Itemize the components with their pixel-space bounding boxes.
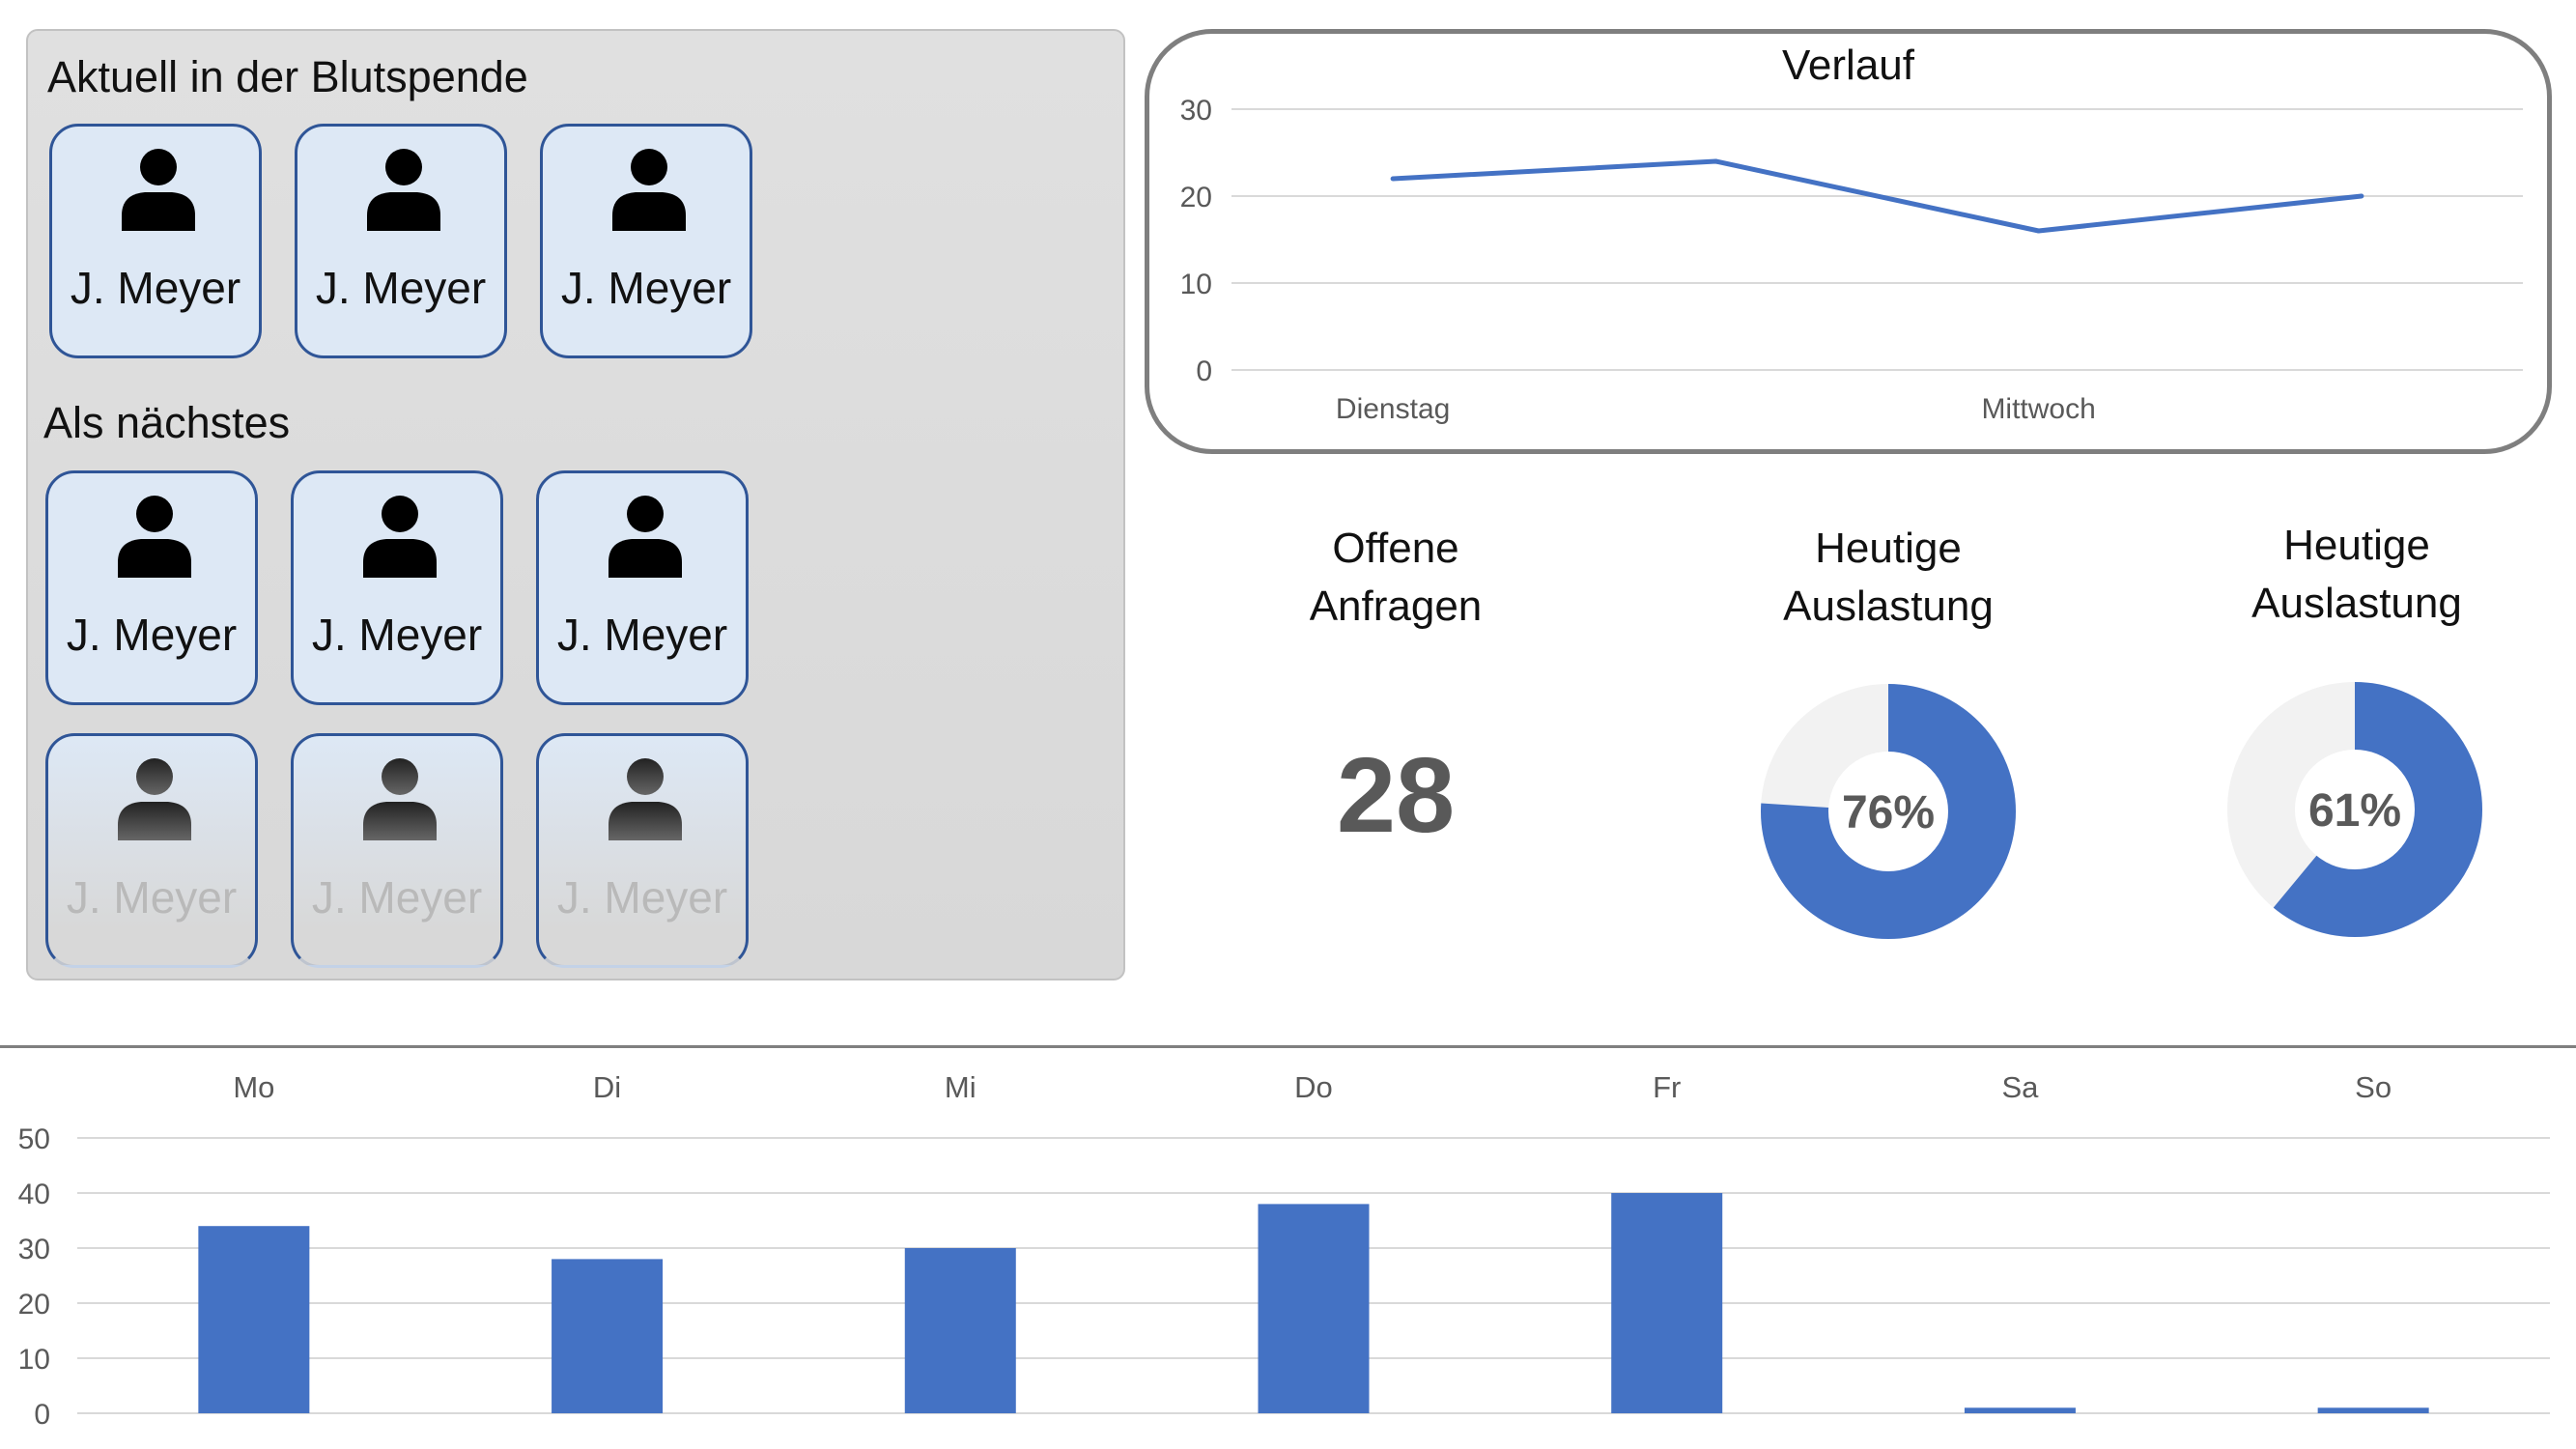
trend-x-tick-label: Dienstag — [1336, 393, 1450, 425]
utilization-donut-1: 76% — [1761, 684, 2016, 939]
donut-value-arc — [2227, 682, 2482, 937]
bar-so — [2317, 1407, 2429, 1413]
next-section-title: Als nächstes — [43, 398, 291, 447]
bar-category-label: Di — [593, 1070, 621, 1104]
bar-do — [1258, 1204, 1370, 1413]
person-icon — [122, 149, 195, 231]
bar-sa — [1964, 1407, 2076, 1413]
bar-category-label: Fr — [1653, 1070, 1681, 1104]
donor-queue-panel: Aktuell in der Blutspende J. Meyer J. Me… — [26, 29, 1125, 980]
current-section-title: Aktuell in der Blutspende — [47, 52, 528, 101]
donor-card[interactable]: J. Meyer — [295, 124, 507, 358]
bar-category-label: Mi — [945, 1070, 977, 1104]
trend-y-tick-label: 20 — [1180, 182, 1212, 213]
bar-mo — [198, 1226, 310, 1413]
donut-value-arc — [1761, 684, 2016, 939]
trend-point — [1390, 176, 1396, 182]
bar-di — [552, 1259, 664, 1413]
bar-y-tick-label: 40 — [18, 1179, 50, 1210]
donor-card[interactable]: J. Meyer — [291, 470, 503, 705]
open-requests-value: 28 — [1336, 736, 1456, 855]
weekly-bar-chart: 0 10 20 30 40 50 Mo Di Mi Do Fr Sa So — [18, 1070, 2550, 1431]
person-icon — [609, 496, 682, 578]
trend-y-tick-label: 10 — [1180, 269, 1212, 300]
trend-chart-panel: Verlauf 0 10 20 30 Dienstag Mittwoch — [1145, 29, 2552, 454]
bar-mi — [904, 1248, 1016, 1413]
person-icon — [363, 758, 437, 840]
trend-line-chart: 0 10 20 30 Dienstag Mittwoch — [1180, 95, 2523, 425]
person-icon — [609, 758, 682, 840]
bar-y-tick-label: 30 — [18, 1234, 50, 1265]
person-icon — [118, 758, 191, 840]
donor-name: J. Meyer — [66, 610, 238, 660]
person-icon — [118, 496, 191, 578]
section-divider — [0, 1045, 2576, 1048]
bar-category-label: Sa — [2001, 1070, 2039, 1104]
donor-card-later[interactable]: J. Meyer — [536, 733, 749, 968]
trend-series-line — [1392, 158, 2363, 234]
trend-y-tick-label: 0 — [1196, 355, 1212, 387]
donor-name: J. Meyer — [315, 263, 487, 313]
donor-name: J. Meyer — [560, 263, 732, 313]
donor-card[interactable]: J. Meyer — [536, 470, 749, 705]
donor-name: J. Meyer — [311, 872, 483, 923]
bar-category-label: Mo — [233, 1070, 274, 1104]
utilization-label-2: Heutige Auslastung — [2251, 522, 2462, 627]
donor-card-later[interactable]: J. Meyer — [45, 733, 258, 968]
bar-category-label: Do — [1294, 1070, 1333, 1104]
person-icon — [367, 149, 440, 231]
donor-name: J. Meyer — [70, 263, 241, 313]
bar-fr — [1611, 1193, 1723, 1413]
person-icon — [363, 496, 437, 578]
trend-y-tick-label: 30 — [1180, 95, 1212, 127]
bar-y-tick-label: 20 — [18, 1289, 50, 1321]
donor-name: J. Meyer — [556, 610, 728, 660]
open-requests-label: Offene Anfragen — [1309, 525, 1483, 630]
donor-name: J. Meyer — [66, 872, 238, 923]
utilization-donut-2: 61% — [2227, 682, 2482, 937]
donut-percent-label: 76% — [1842, 787, 1935, 838]
trend-point — [1713, 158, 1718, 164]
bar-y-tick-label: 50 — [18, 1123, 50, 1155]
donor-card[interactable]: J. Meyer — [45, 470, 258, 705]
donor-card[interactable]: J. Meyer — [49, 124, 262, 358]
bar-y-tick-label: 10 — [18, 1344, 50, 1376]
donor-card-later[interactable]: J. Meyer — [291, 733, 503, 968]
person-icon — [612, 149, 686, 231]
trend-point — [2359, 193, 2364, 199]
bar-category-label: So — [2355, 1070, 2392, 1104]
trend-point — [2036, 228, 2042, 234]
donor-name: J. Meyer — [311, 610, 483, 660]
donut-percent-label: 61% — [2308, 785, 2401, 837]
bar-y-tick-label: 0 — [34, 1399, 50, 1431]
trend-x-tick-label: Mittwoch — [1981, 393, 2095, 425]
utilization-label-1: Heutige Auslastung — [1783, 525, 1994, 630]
donor-name: J. Meyer — [556, 872, 728, 923]
trend-chart-title: Verlauf — [1782, 42, 1914, 89]
donor-card[interactable]: J. Meyer — [540, 124, 752, 358]
